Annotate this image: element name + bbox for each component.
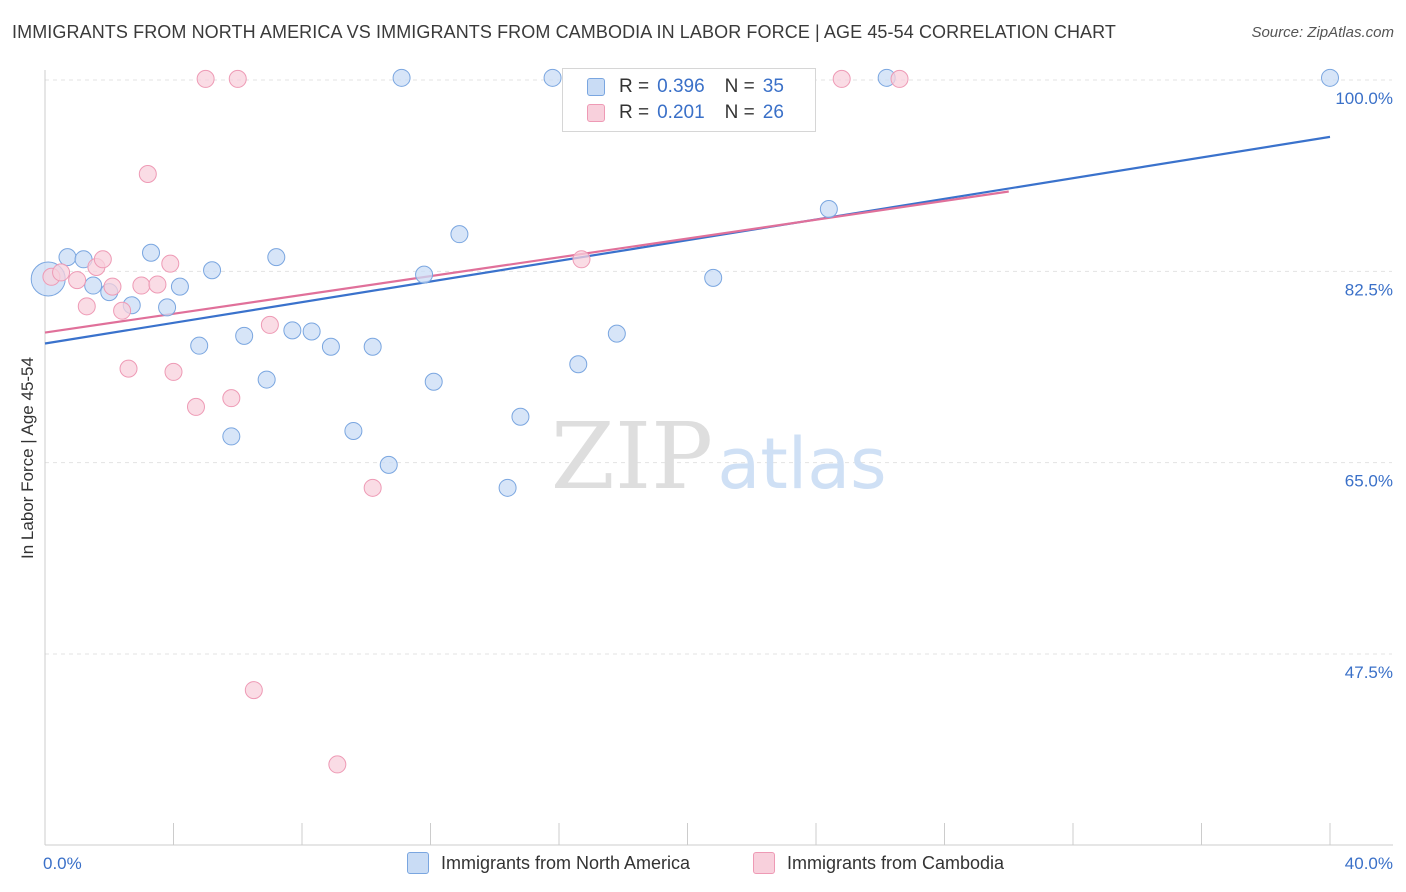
watermark-zip: ZIP <box>551 403 713 510</box>
pink-point <box>68 271 87 290</box>
blue-point <box>190 336 209 355</box>
blue-point <box>543 68 562 87</box>
blue-point <box>344 421 363 440</box>
watermark-atlas: atlas <box>717 423 886 505</box>
blue-point <box>498 478 517 497</box>
pink-point <box>103 277 122 296</box>
pink-point <box>363 478 382 497</box>
pink-point <box>148 275 167 294</box>
series-swatch-pink <box>753 852 775 874</box>
pink-point <box>890 69 909 88</box>
legend-swatch-pink <box>587 104 605 122</box>
pink-point <box>164 362 183 381</box>
pink-point <box>186 397 205 416</box>
y-tick-label: 100.0% <box>1335 89 1393 108</box>
series-swatch-blue <box>407 852 429 874</box>
blue-point <box>424 372 443 391</box>
legend-r-label: R = <box>619 102 650 123</box>
trend-line-pink <box>44 190 1009 334</box>
legend-swatch-blue <box>587 78 605 96</box>
blue-point <box>321 337 340 356</box>
pink-point <box>119 359 138 378</box>
legend-row-cambodia: R = 0.201 N = 26 <box>587 100 784 126</box>
pink-point <box>77 297 96 316</box>
blue-point <box>511 407 530 426</box>
pink-point <box>228 69 247 88</box>
y-tick-label: 65.0% <box>1345 472 1393 491</box>
legend-n-value: 35 <box>762 76 784 97</box>
series-label-north-america: Immigrants from North America <box>441 852 691 873</box>
blue-point <box>1321 68 1339 87</box>
blue-point <box>222 427 241 446</box>
stats-legend: R = 0.396 N = 35 R = 0.201 N = 26 <box>562 68 816 132</box>
watermark: ZIP atlas <box>551 403 887 510</box>
pink-point <box>52 263 71 282</box>
pink-point <box>113 301 132 320</box>
blue-point <box>450 225 469 244</box>
legend-r-value: 0.396 <box>657 76 705 97</box>
y-tick-label: 82.5% <box>1345 280 1393 299</box>
blue-point <box>283 321 302 340</box>
legend-n-value: 26 <box>762 102 784 123</box>
blue-point <box>569 355 588 374</box>
series-pink-points <box>42 69 909 774</box>
blue-point <box>235 326 254 345</box>
pink-point <box>260 315 279 334</box>
blue-point <box>819 200 838 219</box>
trend-line-blue <box>44 135 1331 345</box>
legend-n-label: N = <box>724 102 755 123</box>
chart-title: IMMIGRANTS FROM NORTH AMERICA VS IMMIGRA… <box>12 22 1117 42</box>
blue-point <box>302 322 321 341</box>
pink-point <box>93 250 112 269</box>
data-points <box>30 68 1339 774</box>
series-legend-cambodia: Immigrants from Cambodia <box>753 852 1004 874</box>
blue-point <box>363 337 382 356</box>
x-tick-label: 0.0% <box>43 854 82 873</box>
legend-r-label: R = <box>619 76 650 97</box>
y-tick-label: 47.5% <box>1345 663 1393 682</box>
tick-labels: 100.0% 82.5% 65.0% 47.5% 0.0% 40.0% <box>43 89 1393 873</box>
blue-point <box>170 277 189 296</box>
legend-row-north-america: R = 0.396 N = 35 <box>587 74 784 100</box>
pink-point <box>222 389 241 408</box>
blue-point <box>379 455 398 474</box>
chart-source: Source: ZipAtlas.com <box>1251 24 1394 41</box>
axes <box>44 70 1393 846</box>
pink-point <box>328 755 347 774</box>
blue-point <box>203 261 222 280</box>
blue-point <box>704 268 723 287</box>
pink-point <box>132 276 151 295</box>
blue-point <box>158 298 177 317</box>
pink-point <box>572 250 591 269</box>
blue-point <box>257 370 276 389</box>
series-legend: Immigrants from North America Immigrants… <box>0 852 1406 878</box>
blue-point <box>607 324 626 343</box>
pink-point <box>244 681 263 700</box>
pink-point <box>196 69 215 88</box>
blue-point <box>58 248 77 267</box>
pink-point <box>832 69 851 88</box>
blue-point <box>392 68 411 87</box>
pink-point <box>161 254 180 273</box>
blue-point <box>415 265 434 284</box>
x-tick-label: 40.0% <box>1345 854 1393 873</box>
trend-lines <box>44 135 1331 345</box>
series-legend-north-america: Immigrants from North America <box>407 852 690 874</box>
legend-n-label: N = <box>724 76 755 97</box>
grid-lines <box>45 79 1392 655</box>
legend-r-value: 0.201 <box>657 102 705 123</box>
blue-point <box>84 276 103 295</box>
blue-point <box>142 243 161 262</box>
blue-point <box>267 248 286 267</box>
series-label-cambodia: Immigrants from Cambodia <box>787 852 1005 873</box>
pink-point <box>138 165 157 184</box>
